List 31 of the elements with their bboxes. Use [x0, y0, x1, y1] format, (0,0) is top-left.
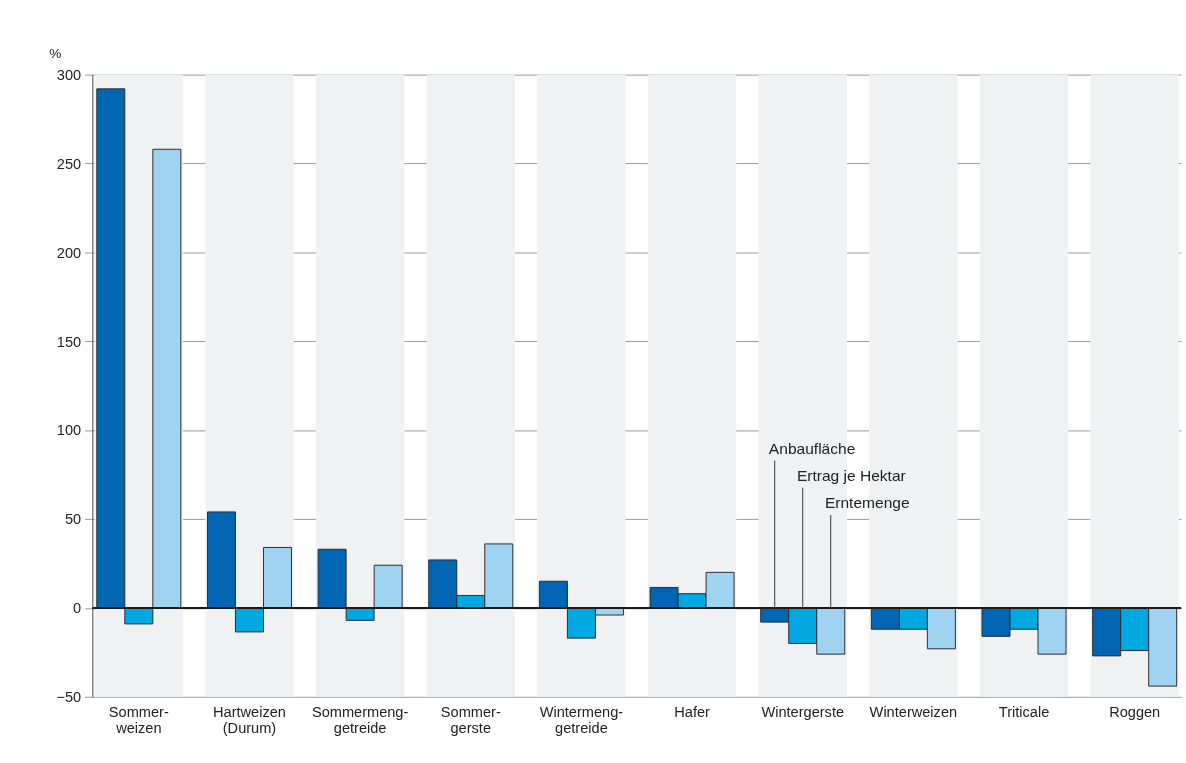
y-tick-label: 50 [64, 511, 82, 528]
y-tick-label: 150 [56, 333, 82, 350]
bar [124, 607, 154, 625]
x-tick-label: Sommer- gerste [440, 703, 501, 737]
x-tick-label: Hartweizen (Durum) [213, 703, 286, 737]
bar [262, 546, 292, 609]
bar [345, 607, 375, 621]
y-axis-title: % [49, 46, 62, 62]
bar [538, 580, 568, 609]
text: Anbaufläche [768, 439, 856, 457]
text: Ertrag je Hektar [796, 466, 906, 484]
bar [234, 607, 264, 633]
bar [317, 548, 347, 609]
bar [152, 148, 182, 609]
x-tick-label: Wintergerste [761, 703, 845, 720]
x-tick-label: Hafer [674, 703, 711, 720]
bar [206, 511, 236, 609]
bar [373, 564, 403, 609]
y-tick-label: 0 [73, 600, 82, 617]
x-tick-label: Roggen [1109, 703, 1161, 720]
y-tick-label: 300 [56, 66, 82, 83]
x-tick-label: Sommer- weizen [108, 703, 169, 737]
y-tick-label: 250 [56, 155, 82, 172]
x-tick-label: Winterweizen [869, 703, 958, 720]
y-tick-label: −50 [56, 689, 82, 706]
x-tick-label: Sommermeng- getreide [311, 703, 409, 737]
text: Erntemenge [824, 494, 910, 512]
x-tick-label: Wintermeng- getreide [539, 703, 624, 737]
x-tick-label: Triticale [998, 703, 1050, 720]
y-tick-label: 200 [56, 244, 82, 261]
y-tick-label: 100 [56, 422, 82, 439]
